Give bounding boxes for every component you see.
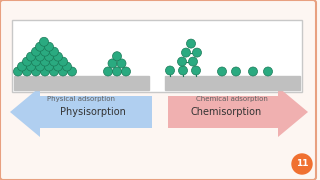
Circle shape: [165, 66, 174, 75]
Circle shape: [39, 37, 49, 46]
Circle shape: [59, 57, 68, 66]
Circle shape: [41, 67, 50, 76]
FancyBboxPatch shape: [12, 20, 302, 92]
Circle shape: [36, 62, 44, 71]
Circle shape: [108, 59, 117, 68]
Circle shape: [187, 39, 196, 48]
Circle shape: [50, 67, 59, 76]
Text: Chemical adsorption: Chemical adsorption: [196, 96, 268, 102]
Circle shape: [31, 47, 41, 56]
Bar: [14, 76, 149, 90]
Circle shape: [113, 67, 122, 76]
Circle shape: [103, 67, 113, 76]
Circle shape: [263, 67, 273, 76]
Circle shape: [13, 67, 22, 76]
Circle shape: [113, 52, 122, 61]
Text: Physisorption: Physisorption: [60, 107, 126, 117]
Circle shape: [41, 47, 50, 56]
Circle shape: [41, 57, 50, 66]
Circle shape: [27, 52, 36, 61]
Circle shape: [36, 52, 44, 61]
Circle shape: [59, 67, 68, 76]
Text: Chemisorption: Chemisorption: [190, 107, 262, 117]
Circle shape: [31, 57, 41, 66]
Circle shape: [62, 62, 71, 71]
Circle shape: [193, 48, 202, 57]
Circle shape: [53, 62, 62, 71]
Circle shape: [178, 57, 187, 66]
Circle shape: [179, 66, 188, 75]
Circle shape: [231, 67, 241, 76]
Circle shape: [31, 67, 41, 76]
Circle shape: [44, 42, 53, 51]
Circle shape: [191, 66, 201, 75]
Text: 11: 11: [296, 159, 308, 168]
Circle shape: [44, 62, 53, 71]
Circle shape: [22, 57, 31, 66]
Text: Physical adsorption: Physical adsorption: [47, 96, 115, 102]
Circle shape: [22, 67, 31, 76]
Circle shape: [188, 57, 197, 66]
Circle shape: [292, 154, 312, 174]
Circle shape: [50, 57, 59, 66]
Circle shape: [53, 52, 62, 61]
Bar: [165, 76, 300, 90]
Circle shape: [44, 52, 53, 61]
Circle shape: [36, 42, 44, 51]
Circle shape: [218, 67, 227, 76]
FancyArrow shape: [168, 87, 308, 137]
FancyArrow shape: [10, 87, 152, 137]
Circle shape: [181, 48, 190, 57]
Circle shape: [249, 67, 258, 76]
Circle shape: [50, 47, 59, 56]
Circle shape: [122, 67, 131, 76]
Circle shape: [18, 62, 27, 71]
Circle shape: [68, 67, 76, 76]
Circle shape: [117, 59, 126, 68]
Circle shape: [27, 62, 36, 71]
